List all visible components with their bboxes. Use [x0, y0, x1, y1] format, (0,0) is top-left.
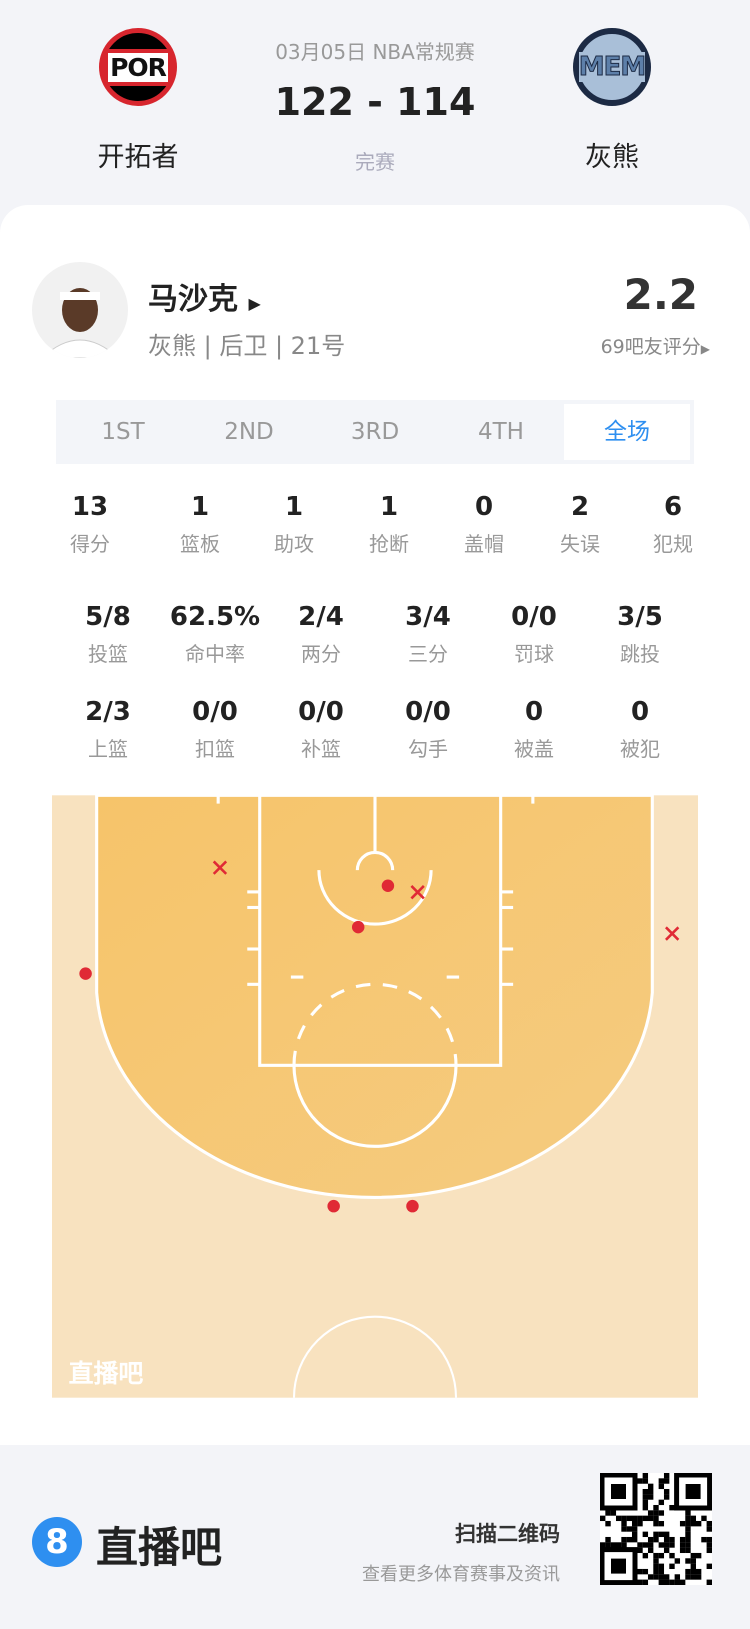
stat-item: 0 被盖 [479, 697, 589, 762]
stat-value: 0 [630, 697, 650, 727]
missed-shot-marker [665, 926, 680, 941]
brand-name: 直播吧 [96, 1523, 223, 1572]
scan-subtitle: 查看更多体育赛事及资讯 [362, 1564, 560, 1585]
stat-item: 1 抢断 [334, 492, 444, 557]
stat-item: 62.5% 命中率 [160, 602, 270, 667]
stat-value: 0 [474, 492, 494, 522]
period-tabs: 1ST 2ND 3RD 4TH 全场 [56, 400, 694, 464]
player-photo-icon [41, 288, 119, 358]
stat-value: 5/8 [85, 602, 131, 632]
shot-chart: 直播吧 [52, 795, 698, 1398]
stat-item: 0 被犯 [585, 697, 695, 762]
three-point-line [95, 795, 654, 1199]
tab-full-game[interactable]: 全场 [564, 404, 690, 460]
missed-shot-marker [212, 860, 228, 875]
stat-item: 3/4 三分 [373, 602, 483, 667]
stat-label: 助攻 [274, 532, 314, 556]
stat-item: 0/0 补篮 [266, 697, 376, 762]
shots-layer [79, 860, 680, 1213]
made-shot-marker [406, 1199, 419, 1213]
caret-right-icon: ▶ [248, 294, 261, 313]
stat-value: 0 [524, 697, 544, 727]
por-team-logo[interactable]: POR [99, 28, 177, 106]
scan-title: 扫描二维码 [455, 1522, 560, 1546]
home-team-name[interactable]: 开拓者 [97, 142, 179, 173]
stat-label: 三分 [408, 642, 448, 666]
stat-label: 得分 [70, 532, 110, 556]
tab-1st[interactable]: 1ST [101, 419, 145, 445]
tab-4th[interactable]: 4TH [478, 419, 524, 445]
made-shot-marker [327, 1199, 340, 1213]
stat-value: 62.5% [169, 602, 261, 632]
stat-label: 跳投 [620, 642, 660, 666]
stat-label: 上篮 [88, 737, 128, 761]
stat-label: 投篮 [88, 642, 128, 666]
away-team-name[interactable]: 灰熊 [585, 142, 639, 173]
game-status: 完赛 [355, 150, 395, 174]
stat-value: 1 [379, 492, 399, 522]
stat-item: 1 助攻 [239, 492, 349, 557]
stat-value: 2 [570, 492, 590, 522]
qr-code-icon[interactable] [600, 1473, 712, 1585]
stat-value: 0/0 [405, 697, 451, 727]
mem-team-logo[interactable]: MEM [573, 28, 651, 106]
stat-value: 3/4 [405, 602, 451, 632]
tab-2nd[interactable]: 2ND [224, 419, 274, 445]
stat-item: 5/8 投篮 [53, 602, 163, 667]
stat-item: 13 得分 [35, 492, 145, 557]
player-name[interactable]: 马沙克 ▶ [148, 282, 261, 317]
stat-label: 补篮 [301, 737, 341, 761]
stat-value: 0/0 [192, 697, 238, 727]
stat-value: 0/0 [298, 697, 344, 727]
tab-3rd[interactable]: 3RD [350, 419, 400, 445]
stat-value: 1 [190, 492, 210, 522]
court-lines [216, 795, 535, 1398]
stat-label: 被犯 [620, 737, 660, 761]
stat-label: 盖帽 [464, 532, 504, 556]
stat-item: 2/3 上篮 [53, 697, 163, 762]
game-score: 122 - 114 [274, 80, 476, 124]
stat-label: 罚球 [514, 642, 554, 666]
stat-item: 0 盖帽 [429, 492, 539, 557]
stat-item: 2 失误 [525, 492, 635, 557]
watermark: 直播吧 [69, 1359, 144, 1388]
stat-label: 犯规 [653, 532, 693, 556]
stat-item: 0/0 罚球 [479, 602, 589, 667]
player-rating: 2.2 [623, 270, 698, 319]
game-date-league: 03月05日 NBA常规赛 [275, 40, 475, 64]
made-shot-marker [79, 967, 92, 980]
stat-label: 命中率 [185, 642, 245, 666]
stat-value: 0/0 [511, 602, 557, 632]
stat-label: 失误 [560, 532, 600, 556]
stat-item: 0/0 勾手 [373, 697, 483, 762]
caret-right-icon: ▶ [700, 342, 710, 356]
stat-item: 6 犯规 [618, 492, 728, 557]
stat-label: 两分 [301, 642, 341, 666]
missed-shot-marker [410, 885, 425, 900]
stat-item: 0/0 扣篮 [160, 697, 270, 762]
stat-label: 被盖 [514, 737, 554, 761]
made-shot-marker [351, 920, 365, 934]
stat-value: 2/4 [298, 602, 344, 632]
player-avatar[interactable] [32, 262, 128, 358]
rating-link[interactable]: 69吧友评分▶ [600, 336, 710, 358]
stat-value: 3/5 [617, 602, 663, 632]
made-shot-marker [381, 879, 395, 892]
brand-logo-icon: 8 [32, 1517, 82, 1567]
stat-value: 13 [71, 492, 109, 522]
stat-item: 1 篮板 [145, 492, 255, 557]
stat-item: 3/5 跳投 [585, 602, 695, 667]
stat-value: 6 [663, 492, 683, 522]
player-info: 灰熊 | 后卫 | 21号 [148, 332, 346, 360]
stat-label: 抢断 [369, 532, 409, 556]
stat-value: 1 [284, 492, 304, 522]
stat-label: 篮板 [180, 532, 220, 556]
stat-label: 勾手 [408, 737, 448, 761]
stat-value: 2/3 [85, 697, 131, 727]
stat-item: 2/4 两分 [266, 602, 376, 667]
stat-label: 扣篮 [195, 737, 235, 761]
